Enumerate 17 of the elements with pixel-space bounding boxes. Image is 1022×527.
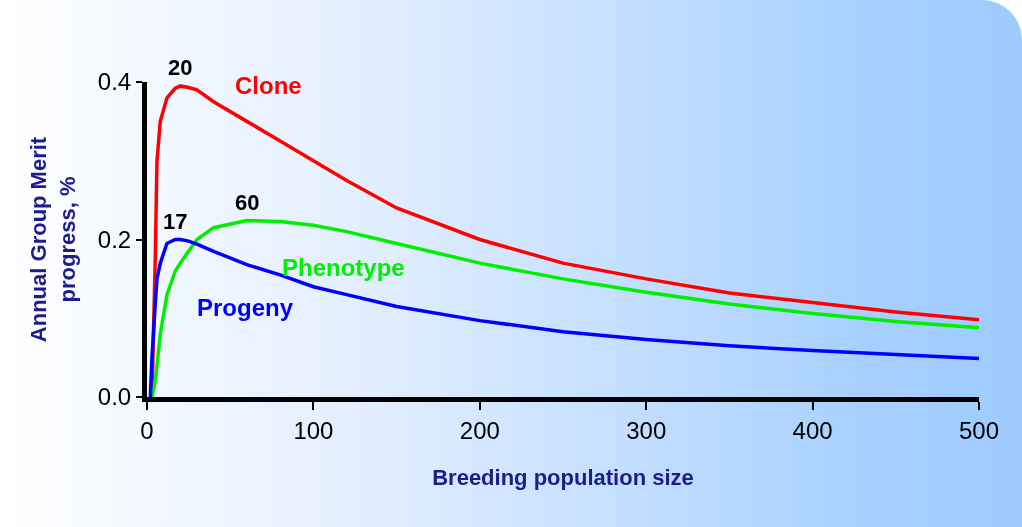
y-tick-label: 0.4 <box>97 68 132 96</box>
series-label: Phenotype <box>282 254 405 281</box>
x-tick-label: 0 <box>140 416 154 444</box>
x-tick-label: 200 <box>459 416 500 444</box>
x-tick-label: 300 <box>626 416 667 444</box>
x-tick-label: 400 <box>792 416 833 444</box>
annotation: 17 <box>163 209 188 234</box>
y-axis-title: Annual Group Merit progress, % <box>26 136 80 343</box>
x-tick-label: 100 <box>293 416 334 444</box>
series-label: Clone <box>235 72 302 99</box>
x-tick-label: 500 <box>958 416 1000 444</box>
annotation: 20 <box>168 55 193 80</box>
series-label: Progeny <box>197 294 294 321</box>
annotation: 60 <box>235 190 260 215</box>
x-axis-title: Breeding population size <box>432 464 694 490</box>
y-tick-label: 0.2 <box>97 225 132 253</box>
y-tick-label: 0.0 <box>97 383 132 411</box>
